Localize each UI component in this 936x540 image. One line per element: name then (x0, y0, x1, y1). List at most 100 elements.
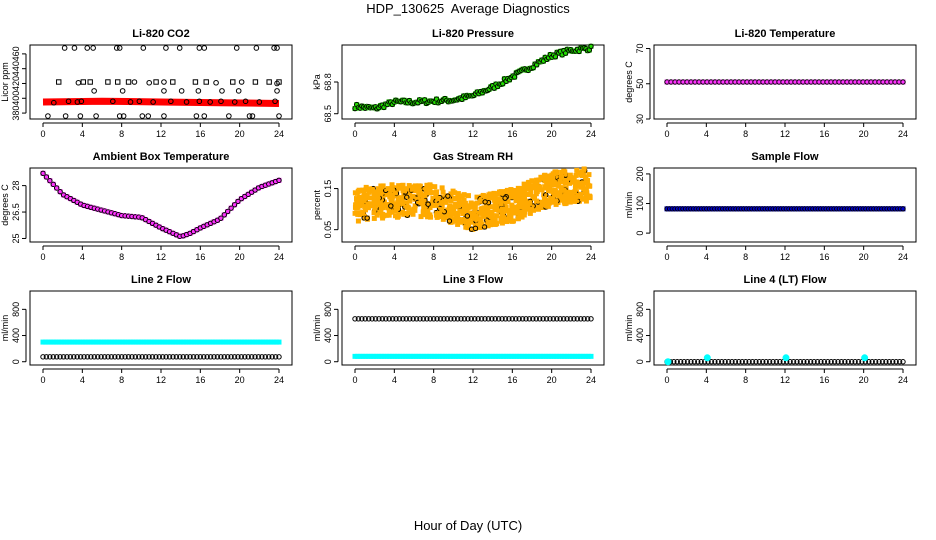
data-point (742, 359, 749, 365)
data-point (139, 113, 146, 119)
data-fill (400, 200, 406, 206)
data-fill (190, 229, 196, 235)
data-point (835, 359, 841, 365)
data-fill (102, 208, 108, 214)
data-fill (413, 353, 419, 359)
data-fill (363, 186, 369, 192)
data-fill (518, 209, 524, 215)
data-fill (547, 185, 553, 191)
data-fill (356, 211, 362, 217)
data-point (173, 354, 180, 360)
data-fill (362, 195, 368, 201)
x-tick-label: 12 (156, 252, 166, 262)
data-fill (187, 230, 193, 236)
data-fill (420, 201, 426, 207)
data-fill (491, 190, 497, 196)
data-point (40, 354, 46, 360)
data-fill (377, 199, 383, 205)
data-fill (483, 196, 489, 202)
x-tick-label: 16 (195, 252, 205, 262)
data-fill (500, 81, 506, 87)
data-fill (503, 78, 509, 84)
data-fill (426, 353, 432, 359)
panel-title: Line 2 Flow (131, 274, 191, 286)
data-fill (242, 339, 248, 345)
data-point (47, 354, 53, 360)
data-point (43, 174, 50, 180)
data-fill (569, 353, 575, 359)
x-tick-label: 8 (431, 375, 436, 385)
data-fill (40, 170, 46, 176)
data-point (276, 354, 282, 360)
data-fill (416, 183, 422, 189)
y-axis: 68.5 68.8 (323, 73, 339, 122)
data-point (204, 354, 210, 360)
data-fill (567, 199, 573, 205)
series-0 (664, 206, 906, 212)
data-fill (228, 339, 234, 345)
data-fill (400, 353, 406, 359)
data-fill (410, 353, 416, 359)
data-fill (181, 339, 187, 345)
data-point (883, 359, 889, 365)
x-tick-label: 8 (119, 375, 124, 385)
data-fill (587, 183, 593, 189)
data-point (50, 354, 56, 360)
data-point (180, 354, 186, 360)
series-2 (56, 79, 282, 85)
data-point (110, 98, 116, 105)
data-fill (435, 196, 441, 202)
data-fill (453, 204, 459, 210)
data-fill (262, 182, 268, 188)
data-fill (372, 205, 378, 211)
panel-line2: Line 2 Flow ml/min 0 4 8 12 16 20 24 0 400 800 (0, 274, 293, 385)
data-fill (513, 197, 519, 203)
data-point (383, 316, 389, 322)
data-point (684, 359, 691, 365)
data-fill (515, 210, 521, 216)
data-fill (511, 353, 517, 359)
data-fill (450, 353, 456, 359)
data-fill (573, 172, 579, 178)
x-tick-label: 20 (235, 375, 245, 385)
data-point (890, 359, 896, 365)
x-tick-label: 16 (507, 252, 517, 262)
data-point (163, 45, 169, 51)
data-point (547, 316, 553, 322)
data-point (481, 224, 488, 230)
data-fill (487, 191, 493, 197)
data-fill (167, 339, 173, 345)
data-point (187, 354, 193, 360)
data-fill (502, 195, 508, 201)
x-tick-label: 8 (743, 375, 748, 385)
data-fill (231, 339, 237, 345)
data-point (451, 316, 457, 322)
data-point (64, 354, 70, 360)
data-fill (876, 79, 882, 85)
data-point (228, 354, 234, 360)
data-point (246, 113, 253, 119)
data-point (736, 359, 742, 365)
data-point (729, 359, 735, 365)
data-point (221, 212, 227, 218)
data-point (170, 354, 176, 360)
x-tick-label: 12 (780, 252, 790, 262)
data-point (825, 359, 831, 365)
data-point (45, 113, 51, 119)
data-fill (353, 202, 359, 208)
data-point (543, 316, 550, 322)
data-fill (395, 203, 401, 209)
data-fill (744, 79, 750, 85)
data-point (153, 354, 159, 360)
data-fill (122, 339, 128, 345)
data-fill (445, 193, 451, 199)
x-tick-label: 4 (80, 252, 85, 262)
data-point (746, 359, 752, 365)
data-fill (573, 182, 579, 188)
data-fill (503, 218, 509, 224)
data-point (168, 98, 174, 105)
data-fill (546, 200, 552, 206)
data-fill (482, 353, 488, 359)
x-tick-label: 4 (80, 375, 85, 385)
y-axis: 0 400 800 (11, 302, 27, 364)
